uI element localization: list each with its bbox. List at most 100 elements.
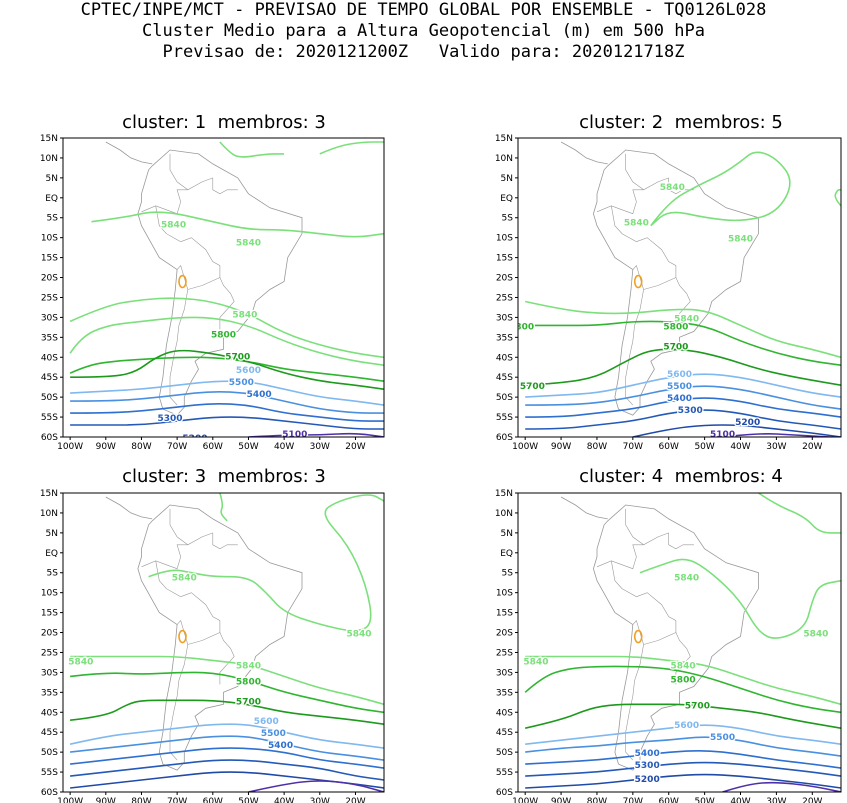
country-border [625, 153, 644, 191]
lat-tick-label: 10S [41, 589, 58, 599]
contour-5840 [525, 300, 841, 359]
lon-tick-label: 80W [587, 442, 607, 452]
lat-tick-label: 5N [46, 174, 58, 184]
contour-label: 5100 [282, 430, 307, 440]
contour-label: 5600 [674, 721, 699, 731]
country-border [187, 277, 235, 330]
lat-tick-label: 40S [496, 708, 513, 718]
country-border [611, 205, 637, 242]
lon-tick-label: 70W [623, 797, 643, 803]
contour-5840 [219, 141, 285, 158]
contour-5100 [722, 433, 831, 437]
lat-tick-label: EQ [500, 194, 513, 204]
contour-label: 5400 [247, 390, 272, 400]
contour-label: 5700 [236, 697, 261, 707]
contour-label: 5300 [157, 414, 182, 424]
contour-label: 5500 [229, 378, 254, 388]
contour-label: 5200 [735, 418, 760, 428]
country-border [625, 508, 644, 546]
contour-5840 [219, 493, 228, 522]
country-border [643, 632, 691, 685]
country-border [636, 592, 677, 633]
lat-tick-label: 15S [41, 254, 58, 264]
map-frame [62, 492, 385, 793]
lon-tick-label: 20W [802, 797, 822, 803]
lat-tick-label: EQ [45, 549, 58, 559]
lat-tick-label: 20S [41, 629, 58, 639]
contour-5300 [525, 409, 841, 430]
contour-closed-orange [178, 629, 187, 644]
lon-tick-label: 50W [238, 442, 258, 452]
contour-5400 [70, 747, 384, 769]
chart-subtitle: Cluster Medio para a Altura Geopotencial… [142, 21, 705, 41]
lat-tick-label: 5N [501, 529, 513, 539]
lat-tick-label: 30S [496, 313, 513, 323]
coastline [137, 504, 303, 771]
map-frame [517, 137, 842, 438]
lon-tick-label: 90W [96, 442, 116, 452]
lat-tick-label: 20S [496, 274, 513, 284]
contour-5400 [70, 402, 384, 422]
lat-tick-label: 60S [41, 433, 58, 443]
country-border [169, 265, 189, 406]
coastline [560, 141, 608, 165]
contour-5700 [70, 699, 384, 725]
contour-5600 [525, 373, 841, 398]
lat-tick-label: 10S [41, 234, 58, 244]
country-border [596, 532, 669, 570]
lat-tick-label: 30S [496, 668, 513, 678]
contour-5840 [319, 141, 384, 155]
contour-label: 5700 [225, 352, 250, 362]
lat-tick-label: 45S [41, 728, 58, 738]
contour-label: 5800 [663, 322, 688, 332]
lat-tick-label: 15N [40, 489, 58, 499]
lon-tick-label: 40W [274, 442, 294, 452]
lon-tick-label: 30W [766, 797, 786, 803]
lon-tick-label: 60W [659, 797, 679, 803]
map-panel-4: 5840 5840 5840 5840 5800 5700 5600 5500 5400 5300… [495, 489, 842, 803]
contour-label: 5840 [803, 630, 828, 640]
lat-tick-label: 25S [41, 293, 58, 303]
lat-tick-label: 60S [41, 788, 58, 798]
contour-label: 5800 [211, 330, 236, 340]
contour-5700 [525, 348, 841, 386]
country-border [625, 620, 644, 761]
contour-5840 [639, 558, 841, 639]
contour-label: 5500 [261, 729, 286, 739]
lat-tick-label: 45S [41, 373, 58, 383]
coastline [560, 496, 608, 520]
contour-label: 5840 [232, 310, 257, 320]
lon-tick-label: 80W [587, 797, 607, 803]
contour-5840 [91, 211, 384, 238]
country-border [212, 177, 238, 195]
lon-tick-label: 100W [512, 442, 538, 452]
country-border [668, 532, 694, 550]
contour-5100 [248, 432, 384, 437]
lat-tick-label: 5S [47, 569, 59, 579]
lat-tick-label: 5N [501, 174, 513, 184]
contour-label: 5400 [667, 394, 692, 404]
country-border [169, 620, 189, 761]
contour-label: 5840 [674, 314, 699, 324]
lon-tick-label: 30W [310, 442, 330, 452]
lon-tick-label: 70W [623, 442, 643, 452]
lon-tick-label: 70W [167, 797, 187, 803]
contour-label: 5600 [236, 366, 261, 376]
lon-tick-label: 30W [310, 797, 330, 803]
lat-tick-label: 5S [47, 214, 59, 224]
lat-tick-label: 40S [41, 708, 58, 718]
country-border [611, 560, 637, 597]
contour-label: 5100 [710, 430, 735, 440]
contour-5100 [248, 780, 384, 792]
contour-label: 5500 [667, 382, 692, 392]
lat-tick-label: 55S [496, 768, 513, 778]
lon-tick-label: 20W [802, 442, 822, 452]
contour-5600 [69, 723, 384, 749]
lat-tick-label: 55S [41, 413, 58, 423]
lat-tick-label: 15S [496, 254, 513, 264]
contour-label: 5700 [520, 382, 545, 392]
lon-tick-label: 100W [57, 442, 83, 452]
panel-title-2: cluster: 2 membros: 5 [579, 112, 783, 133]
country-border [180, 592, 221, 633]
contour-5400 [525, 397, 841, 418]
